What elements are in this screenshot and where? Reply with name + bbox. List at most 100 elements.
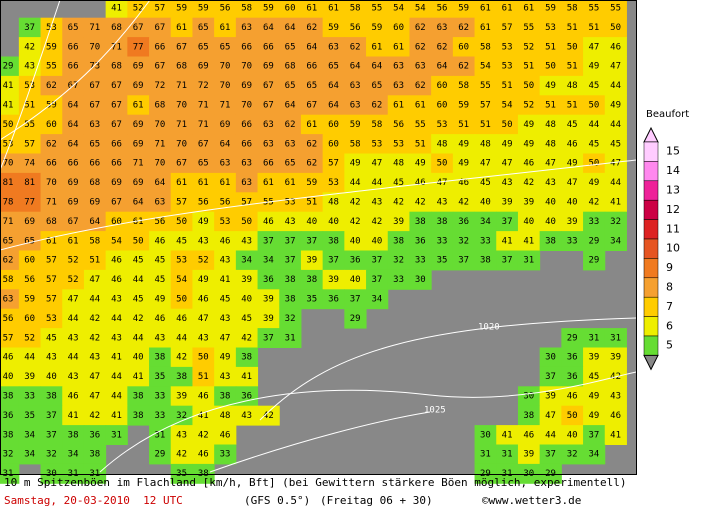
cell-fill [539, 405, 562, 426]
cell-value: 31 [154, 430, 165, 440]
cell-value: 30 [523, 392, 534, 402]
cell-value: 55 [46, 62, 57, 72]
cell-value: 47 [480, 159, 491, 169]
cell-fill [149, 231, 172, 251]
cell-fill [214, 0, 237, 19]
cell-value: 45 [220, 295, 231, 305]
cell-value: 40 [545, 217, 556, 227]
cell-value: 66 [241, 42, 252, 52]
isobar-label: 1020 [478, 323, 500, 333]
cell-fill [214, 405, 237, 426]
cell-value: 53 [3, 139, 14, 149]
cell-fill [83, 269, 107, 290]
cell-value: 52 [198, 256, 209, 266]
cell-value: 67 [68, 217, 79, 227]
cell-fill [583, 56, 606, 77]
cell-value: 62 [458, 23, 469, 33]
cell-fill [279, 172, 302, 193]
cell-fill [235, 347, 259, 368]
cell-value: 35 [154, 372, 165, 382]
cell-fill [387, 95, 410, 116]
cell-value: 36 [415, 236, 426, 246]
cell-value: 42 [350, 217, 361, 227]
cell-value: 37 [285, 236, 296, 246]
cell-value: 45 [588, 139, 599, 149]
cell-value: 64 [306, 42, 317, 52]
cell-fill [496, 17, 519, 38]
cell-value: 36 [328, 295, 339, 305]
cell-value: 47 [610, 62, 621, 72]
cell-fill [105, 211, 128, 232]
cell-value: 33 [588, 217, 599, 227]
cell-fill [127, 347, 150, 368]
cell-value: 48 [393, 159, 404, 169]
cell-fill [517, 56, 541, 77]
cell-fill [344, 114, 367, 135]
cell-value: 59 [198, 4, 209, 14]
cell-value: 32 [176, 411, 187, 421]
cell-fill [517, 231, 541, 251]
cell-value: 49 [350, 159, 361, 169]
cell-fill [105, 347, 128, 368]
cell-value: 64 [328, 81, 339, 91]
cell-value: 41 [68, 411, 79, 421]
cell-value: 37 [545, 372, 556, 382]
cell-value: 42 [176, 450, 187, 460]
cell-fill [127, 37, 150, 57]
cell-fill [149, 37, 172, 57]
cell-value: 69 [133, 62, 144, 72]
cell-value: 63 [393, 62, 404, 72]
cell-fill [344, 211, 367, 232]
cell-fill [214, 75, 237, 96]
cell-value: 47 [371, 159, 382, 169]
cell-value: 60 [328, 120, 339, 130]
cell-value: 42 [588, 198, 599, 208]
cell-fill [235, 56, 259, 77]
cell-value: 50 [588, 159, 599, 169]
cell-value: 40 [567, 430, 578, 440]
cell-value: 57 [24, 139, 35, 149]
cell-value: 50 [567, 411, 578, 421]
cell-value: 36 [241, 392, 252, 402]
cell-value: 51 [306, 198, 317, 208]
cell-value: 81 [3, 178, 14, 188]
cell-fill [0, 192, 20, 213]
cell-fill [105, 308, 128, 329]
cell-value: 64 [154, 178, 165, 188]
cell-value: 46 [263, 217, 274, 227]
cell-fill [561, 386, 584, 407]
cell-fill [105, 250, 128, 271]
cell-fill [214, 386, 237, 407]
cell-value: 60 [328, 139, 339, 149]
cell-value: 67 [154, 62, 165, 72]
cell-fill [496, 192, 519, 213]
cell-value: 42 [415, 198, 426, 208]
cell-value: 69 [241, 81, 252, 91]
cell-fill [127, 211, 150, 232]
cell-value: 72 [154, 81, 165, 91]
cell-fill [474, 17, 497, 38]
cell-value: 44 [111, 314, 122, 324]
cell-value: 51 [567, 101, 578, 111]
footer-title: 10 m Spitzenböen im Flachland [km/h, Bft… [4, 476, 627, 489]
cell-fill [604, 347, 627, 368]
cell-value: 47 [545, 411, 556, 421]
cell-fill [149, 366, 172, 387]
cell-fill [40, 308, 63, 329]
cell-value: 69 [68, 178, 79, 188]
cell-value: 42 [350, 198, 361, 208]
cell-fill [83, 308, 107, 329]
cell-fill [62, 269, 85, 290]
legend-title: Beaufort [646, 109, 689, 120]
legend-swatch [643, 316, 659, 337]
cell-fill [344, 153, 367, 174]
cell-fill [40, 444, 63, 465]
cell-value: 67 [263, 101, 274, 111]
cell-value: 43 [111, 295, 122, 305]
cell-value: 42 [241, 333, 252, 343]
cell-fill [409, 0, 432, 19]
cell-fill [214, 37, 237, 57]
cell-fill [431, 114, 454, 135]
cell-value: 65 [285, 81, 296, 91]
cell-fill [539, 37, 562, 57]
